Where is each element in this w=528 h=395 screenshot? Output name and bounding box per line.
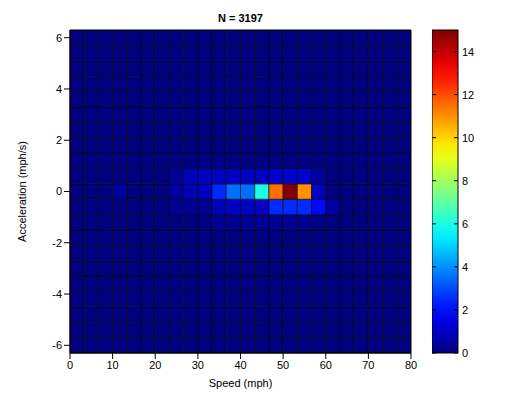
svg-text:-6: -6 [52,339,62,351]
svg-text:-4: -4 [52,288,62,300]
svg-text:60: 60 [320,359,332,371]
html-text:N = 3197: N = 3197 [218,12,263,24]
svg-text:80: 80 [405,359,417,371]
svg-text:Speed (mph): Speed (mph) [209,377,273,389]
svg-text:4: 4 [56,83,62,95]
svg-text:2: 2 [56,134,62,146]
svg-text:20: 20 [149,359,161,371]
svg-text:30: 30 [192,359,204,371]
svg-text:4: 4 [462,261,468,273]
svg-text:-2: -2 [52,237,62,249]
svg-text:0: 0 [56,185,62,197]
svg-text:10: 10 [462,132,474,144]
svg-text:70: 70 [362,359,374,371]
svg-text:40: 40 [234,359,246,371]
svg-text:2: 2 [462,304,468,316]
svg-text:50: 50 [277,359,289,371]
svg-text:12: 12 [462,89,474,101]
svg-text:0: 0 [67,359,73,371]
svg-text:8: 8 [462,175,468,187]
svg-text:14: 14 [462,46,474,58]
svg-text:6: 6 [462,218,468,230]
svg-text:Acceleration (mph/s): Acceleration (mph/s) [16,141,28,242]
svg-text:10: 10 [107,359,119,371]
svg-text:6: 6 [56,32,62,44]
svg-text:0: 0 [462,347,468,359]
